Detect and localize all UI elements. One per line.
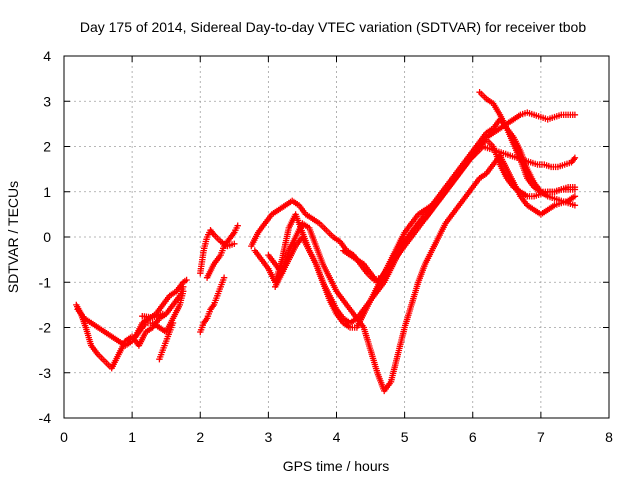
y-tick-label: 4	[43, 48, 51, 64]
series-track-m	[340, 116, 579, 286]
series-markers	[139, 310, 166, 321]
x-tick-label: 3	[264, 429, 272, 445]
x-tick-label: 0	[60, 429, 68, 445]
x-tick-label: 4	[333, 429, 341, 445]
x-tick-label: 8	[605, 429, 613, 445]
series-markers	[248, 143, 579, 284]
series-markers	[73, 283, 187, 372]
series-track-n	[476, 89, 579, 195]
series-track-d	[156, 319, 177, 363]
series-track-e	[139, 310, 166, 321]
chart-title: Day 175 of 2014, Sidereal Day-to-day VTE…	[80, 19, 587, 35]
y-tick-labels: -4 -3 -2 -1 0 1 2 3 4	[39, 48, 52, 426]
series-track-f	[197, 274, 228, 336]
axis-ticks	[63, 55, 610, 419]
series-track-a	[73, 283, 187, 372]
series-markers	[197, 227, 238, 277]
x-tick-label: 1	[128, 429, 136, 445]
series-track-i	[248, 143, 579, 284]
series-markers	[265, 152, 579, 395]
series-track-l	[272, 136, 579, 331]
y-tick-label: -1	[39, 274, 52, 290]
series-markers	[476, 89, 579, 195]
y-tick-label: 1	[43, 184, 51, 200]
x-tick-label: 2	[196, 429, 204, 445]
y-tick-label: -3	[39, 365, 52, 381]
series-markers	[156, 319, 177, 363]
series-markers	[203, 222, 241, 281]
series-markers	[340, 116, 579, 286]
y-tick-label: 3	[43, 93, 51, 109]
series-markers	[272, 136, 579, 331]
data-series	[73, 89, 579, 395]
y-tick-label: 0	[43, 229, 51, 245]
x-tick-label: 6	[469, 429, 477, 445]
x-tick-label: 7	[537, 429, 545, 445]
series-markers	[197, 274, 228, 336]
series-track-k	[265, 152, 579, 395]
series-track-h	[203, 222, 241, 281]
y-axis-label: SDTVAR / TECUs	[5, 181, 21, 293]
y-tick-label: -4	[39, 410, 52, 426]
x-tick-labels: 0 1 2 3 4 5 6 7 8	[60, 429, 613, 445]
x-axis-label: GPS time / hours	[283, 458, 390, 474]
x-tick-label: 5	[401, 429, 409, 445]
y-tick-label: 2	[43, 139, 51, 155]
series-track-g	[197, 227, 238, 277]
y-tick-label: -2	[39, 320, 52, 336]
